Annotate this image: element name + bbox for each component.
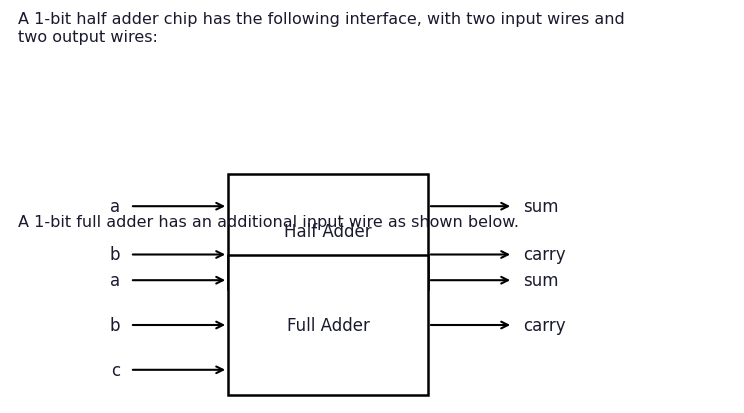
Text: A 1-bit full adder has an additional input wire as shown below.: A 1-bit full adder has an additional inp… [18, 214, 519, 230]
Text: c: c [111, 361, 120, 379]
Text: carry: carry [523, 246, 565, 264]
Bar [228, 255, 428, 395]
Text: a: a [110, 271, 120, 290]
Text: two output wires:: two output wires: [18, 30, 158, 45]
Text: a: a [110, 198, 120, 216]
Text: sum: sum [523, 198, 559, 216]
Text: carry: carry [523, 316, 565, 334]
Text: A 1-bit half adder chip has the following interface, with two input wires and: A 1-bit half adder chip has the followin… [18, 12, 625, 27]
Text: Half Adder: Half Adder [284, 223, 372, 241]
Bar [228, 175, 428, 289]
Text: b: b [109, 246, 120, 264]
Text: sum: sum [523, 271, 559, 290]
Text: Full Adder: Full Adder [286, 316, 370, 334]
Text: b: b [109, 316, 120, 334]
